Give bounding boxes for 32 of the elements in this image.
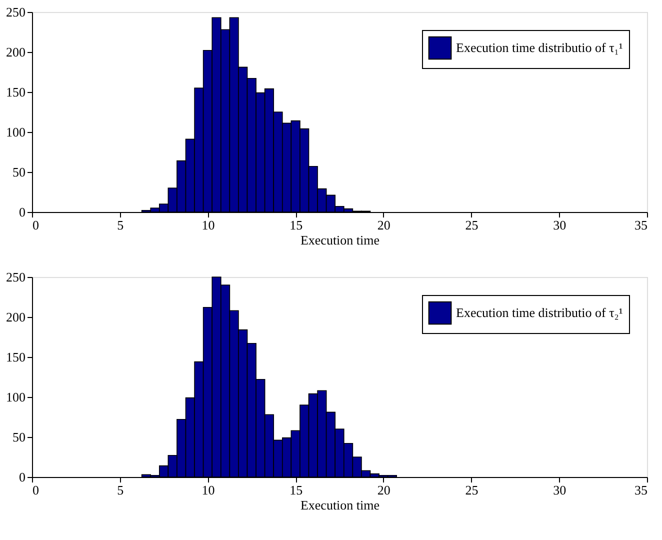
- y-tick-label: 250: [6, 4, 26, 20]
- x-axis-title: Execution time: [300, 498, 380, 512]
- x-tick-label: 30: [553, 218, 566, 232]
- x-tick-label: 0: [32, 218, 39, 232]
- y-tick-label: 150: [6, 84, 26, 100]
- x-tick-label: 15: [290, 482, 303, 498]
- y-tick-label: 150: [6, 350, 26, 364]
- x-tick-label: 10: [202, 218, 215, 232]
- y-tick-label: 250: [6, 270, 26, 284]
- y-tick-label: 100: [6, 124, 26, 140]
- y-tick-label: 50: [12, 164, 26, 180]
- x-tick-label: 20: [377, 482, 390, 498]
- y-tick-label: 0: [19, 204, 26, 220]
- y-tick-label: 50: [12, 430, 26, 444]
- y-tick-label: 0: [19, 470, 26, 484]
- x-tick-label: 20: [377, 218, 390, 232]
- x-tick-label: 0: [32, 482, 39, 498]
- y-tick-label: 200: [6, 44, 26, 60]
- x-tick-label: 15: [290, 218, 303, 232]
- x-tick-label: 35: [634, 482, 648, 498]
- x-tick-label: 35: [634, 218, 648, 232]
- y-tick-label: 100: [6, 390, 26, 404]
- y-tick-label: 200: [6, 310, 26, 324]
- legend-label: Execution time distributio of τ₂¹: [456, 305, 623, 320]
- x-axis-title: Execution time: [300, 232, 380, 248]
- legend-label: Execution time distributio of τ₁¹: [456, 40, 623, 55]
- x-tick-label: 30: [553, 482, 566, 498]
- x-tick-label: 5: [117, 482, 124, 498]
- x-tick-label: 5: [117, 218, 124, 232]
- x-tick-label: 25: [465, 482, 478, 498]
- x-tick-label: 25: [465, 218, 478, 232]
- x-tick-label: 10: [202, 482, 215, 498]
